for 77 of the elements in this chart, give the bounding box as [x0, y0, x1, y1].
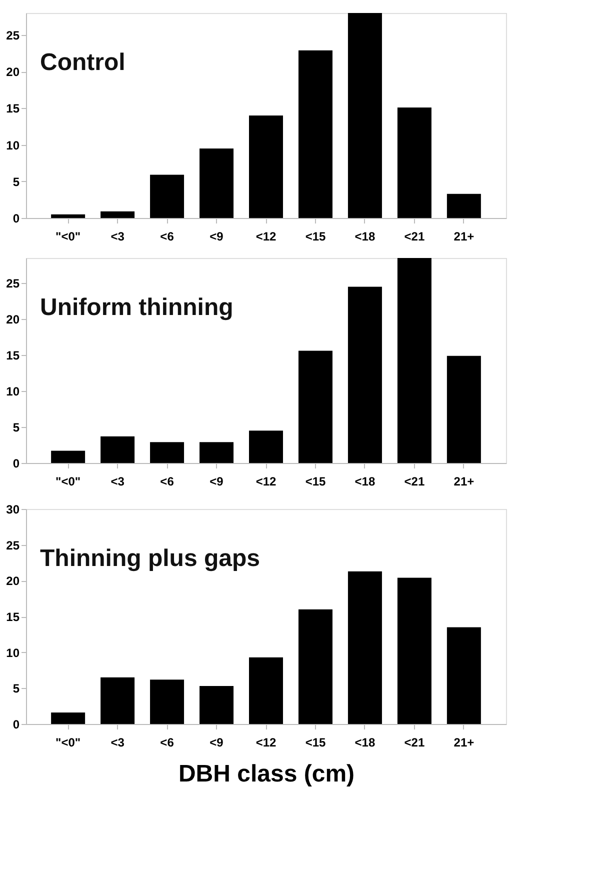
y-tick-label: 20	[6, 65, 20, 80]
y-tick-label: 20	[6, 312, 20, 327]
bar	[348, 13, 382, 218]
bar	[446, 627, 481, 724]
x-tick-label: <12	[256, 474, 276, 488]
bar	[249, 430, 283, 463]
y-tick-label: 15	[6, 102, 20, 116]
x-tick-label: <6	[160, 474, 174, 488]
x-tick-label: <9	[210, 230, 224, 244]
x-tick-label: 21+	[454, 230, 474, 244]
text: Thinning plus gaps	[40, 545, 260, 572]
bar	[200, 148, 234, 218]
x-tick-label: <3	[110, 474, 125, 488]
x-tick-label: <9	[210, 736, 224, 750]
y-tick-label: 15	[6, 610, 20, 624]
bar	[446, 356, 481, 463]
x-tick-label: "<0"	[56, 474, 81, 488]
y-tick-label: 5	[12, 682, 20, 696]
y-tick-label: 10	[6, 646, 20, 660]
bar	[200, 686, 234, 724]
y-tick-label: 25	[6, 276, 20, 291]
bar	[397, 107, 432, 218]
bar	[348, 571, 382, 724]
text: Uniform thinning	[40, 294, 234, 321]
y-tick-label: 20	[6, 574, 20, 588]
bar	[150, 174, 184, 218]
x-tick-label: <21	[404, 474, 425, 488]
x-tick-label: <12	[256, 736, 276, 750]
bar	[348, 286, 382, 463]
y-tick-label: 15	[6, 348, 20, 363]
x-tick-label: <18	[354, 474, 376, 488]
y-tick-label: 5	[12, 174, 20, 189]
y-tick-label: 10	[6, 138, 20, 152]
y-tick-label: 0	[12, 718, 20, 732]
bar	[298, 609, 332, 724]
x-axis-title: DBH class (cm)	[178, 760, 355, 788]
x-tick-label: <15	[305, 474, 326, 488]
bar	[51, 214, 86, 218]
y-tick-label: 0	[12, 212, 20, 226]
x-tick-label: <6	[160, 736, 174, 750]
bar	[397, 258, 432, 463]
y-tick-label: 10	[6, 384, 20, 399]
x-tick-label: <21	[404, 736, 425, 750]
bar	[51, 450, 86, 463]
y-tick-label: 30	[6, 502, 20, 516]
x-tick-label: <9	[210, 474, 224, 488]
y-tick-label: 25	[6, 28, 20, 42]
x-tick-label: "<0"	[56, 230, 81, 244]
bar	[150, 680, 184, 724]
x-tick-label: <18	[354, 736, 376, 750]
bar	[249, 116, 283, 218]
x-tick-label: <3	[110, 736, 125, 750]
x-tick-label: <21	[404, 230, 425, 244]
x-tick-label: <12	[256, 230, 276, 244]
y-tick-label: 5	[12, 420, 20, 435]
bar	[100, 436, 135, 463]
x-tick-label: <3	[110, 230, 125, 244]
bar	[298, 350, 332, 463]
bar	[200, 442, 234, 463]
x-tick-label: 21+	[454, 474, 474, 488]
bar	[397, 578, 432, 724]
x-tick-label: 21+	[454, 736, 474, 750]
bar	[51, 712, 86, 724]
bar	[100, 211, 135, 218]
x-tick-label: <15	[305, 736, 326, 750]
bar	[150, 442, 184, 463]
x-tick-label: <18	[354, 230, 376, 244]
text: Control	[40, 49, 126, 76]
x-tick-label: <6	[160, 230, 174, 244]
bar	[298, 50, 332, 218]
bar	[446, 194, 481, 218]
bar	[100, 677, 135, 724]
bar	[249, 657, 283, 724]
x-tick-label: "<0"	[56, 736, 81, 750]
y-tick-label: 25	[6, 538, 20, 552]
x-tick-label: <15	[305, 230, 326, 244]
y-tick-label: 0	[12, 456, 20, 470]
